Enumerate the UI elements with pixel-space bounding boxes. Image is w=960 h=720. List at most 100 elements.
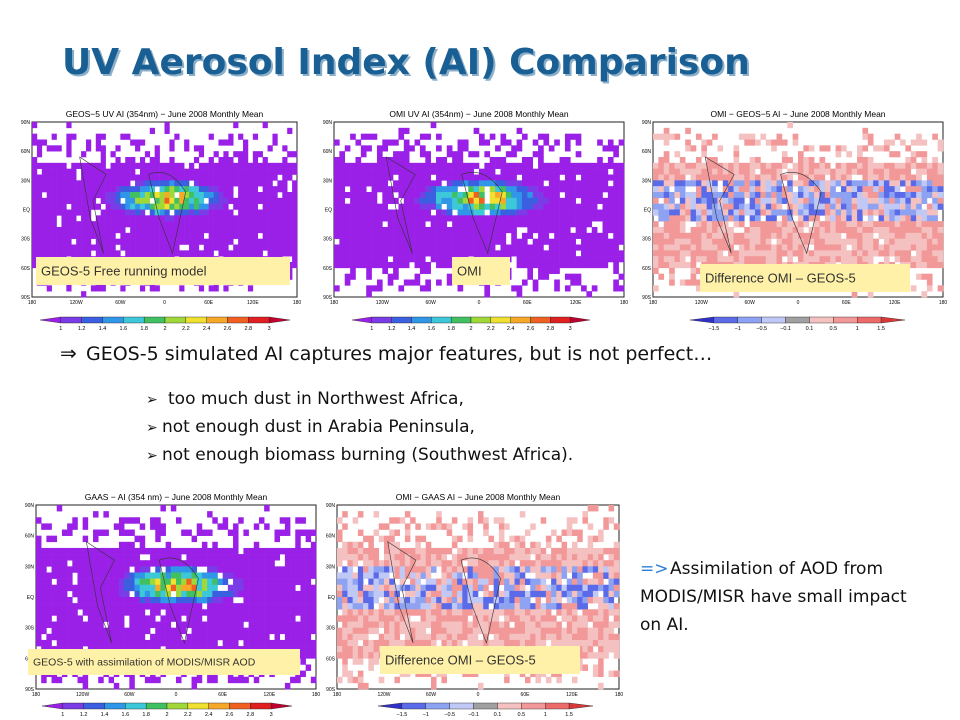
map-cell — [419, 203, 426, 210]
map-cell — [149, 157, 155, 164]
colorbar-segment — [104, 702, 126, 710]
map-cell — [203, 174, 209, 181]
map-cell — [419, 133, 426, 140]
map-cell — [174, 215, 180, 222]
map-cell — [932, 262, 938, 269]
map-cell — [873, 168, 879, 175]
map-cell — [56, 609, 63, 616]
map-cell — [798, 174, 804, 181]
map-cell — [135, 186, 141, 193]
map-cell — [451, 560, 458, 567]
map-cell — [279, 590, 286, 598]
map-cell — [389, 566, 395, 573]
map-cell — [103, 511, 109, 518]
map-cell — [222, 572, 229, 579]
map-cell — [76, 238, 82, 245]
map-cell — [404, 529, 411, 536]
map-cell — [100, 285, 106, 292]
map-cell — [113, 554, 120, 561]
map-cell — [373, 646, 380, 653]
map-cell — [355, 250, 362, 257]
map-cell — [803, 250, 810, 257]
map-cell — [937, 192, 944, 199]
map-cell — [581, 209, 587, 216]
map-panel: OMI UV AI (354nm) − June 2008 Monthly Me… — [323, 109, 629, 332]
map-cell — [500, 215, 507, 222]
map-cell — [548, 256, 555, 263]
map-cell — [363, 603, 369, 610]
map-cell — [586, 168, 593, 175]
map-cell — [446, 572, 453, 579]
map-cell — [337, 547, 343, 555]
map-cell — [36, 572, 42, 579]
map-cell — [181, 609, 187, 616]
map-cell — [248, 597, 255, 604]
map-cell — [115, 227, 121, 234]
map-cell — [436, 168, 442, 175]
map-cell — [505, 174, 512, 181]
map-cell — [776, 174, 783, 181]
map-cell — [409, 238, 415, 245]
map-cell — [910, 197, 917, 204]
map-cell — [258, 633, 265, 641]
map-cell — [344, 227, 351, 234]
map-cell — [749, 244, 756, 251]
map-cell — [771, 244, 777, 251]
map-cell — [712, 168, 718, 175]
lat-label: 90S — [323, 295, 333, 301]
map-cell — [446, 566, 453, 573]
map-cell — [679, 192, 686, 199]
map-cell — [910, 139, 917, 146]
map-cell — [393, 221, 399, 228]
map-cell — [602, 262, 609, 269]
map-cell — [227, 603, 234, 610]
map-cell — [247, 180, 254, 187]
map-cell — [521, 250, 528, 257]
map-cell — [87, 603, 94, 610]
map-cell — [363, 535, 369, 543]
map-cell — [462, 162, 469, 169]
map-cell — [663, 250, 670, 257]
map-cell — [905, 209, 912, 216]
map-cell — [212, 627, 218, 635]
map-cell — [878, 145, 885, 152]
map-panel: GEOS−5 UV AI (354nm) − June 2008 Monthly… — [21, 109, 302, 332]
map-cell — [284, 639, 291, 647]
map-cell — [403, 238, 410, 245]
map-cell — [814, 232, 820, 239]
map-cell — [181, 560, 187, 567]
map-cell — [602, 215, 609, 222]
map-cell — [792, 221, 799, 228]
map-cell — [669, 250, 675, 257]
map-cell — [300, 584, 306, 592]
map-cell — [184, 209, 190, 216]
map-cell — [653, 162, 659, 169]
map-cell — [511, 186, 517, 193]
map-cell — [110, 197, 116, 204]
map-cell — [669, 227, 675, 234]
map-cell — [67, 554, 73, 561]
map-cell — [213, 232, 219, 239]
map-cell — [824, 250, 831, 257]
map-cell — [798, 197, 804, 204]
map-cell — [607, 145, 614, 152]
map-cell — [100, 174, 106, 181]
colorbar-label: 2 — [165, 712, 168, 718]
map-cell — [51, 133, 57, 140]
map-cell — [66, 197, 72, 204]
map-cell — [282, 157, 288, 164]
map-cell — [575, 221, 582, 228]
map-cell — [419, 250, 426, 257]
map-cell — [830, 180, 836, 187]
map-cell — [548, 197, 555, 204]
map-cell — [51, 180, 57, 187]
map-cell — [452, 157, 458, 164]
map-cell — [425, 523, 432, 530]
map-cell — [124, 578, 130, 586]
map-cell — [125, 232, 131, 239]
map-cell — [32, 244, 38, 251]
map-cell — [100, 209, 106, 216]
map-cell — [862, 174, 869, 181]
map-cell — [679, 203, 686, 210]
map-cell — [399, 578, 406, 586]
